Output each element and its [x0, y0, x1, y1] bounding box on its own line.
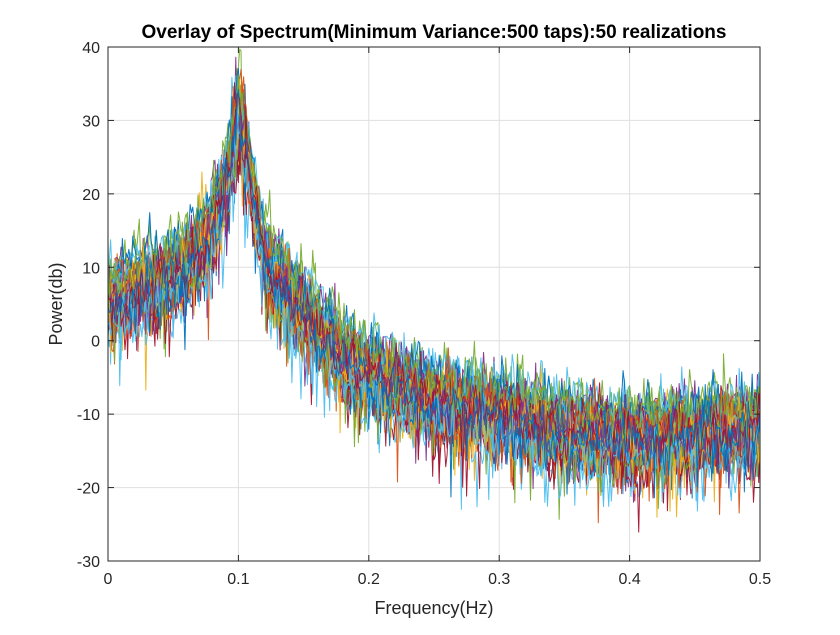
y-tick-label: -20	[77, 481, 100, 498]
realization-line-48	[107, 107, 761, 502]
y-tick-label: 30	[82, 113, 100, 130]
x-tick-label: 0.2	[358, 571, 380, 588]
y-tick-label: -10	[77, 407, 100, 424]
x-tick-label: 0	[104, 571, 113, 588]
x-tick-label: 0.4	[618, 571, 640, 588]
chart-title: Overlay of Spectrum(Minimum Variance:500…	[142, 22, 727, 43]
x-tick-label: 0.1	[227, 571, 249, 588]
series-group	[107, 48, 761, 533]
realization-line-33	[107, 68, 761, 468]
axes-box	[107, 46, 761, 562]
realization-line-47	[107, 75, 761, 486]
y-axis-label: Power(db)	[46, 262, 66, 345]
y-tick-label: 20	[82, 187, 100, 204]
ticks: 0 0.1 0.2 0.3 0.4 0.5 -30 -20 -10 0 10 20 30 40	[77, 40, 771, 588]
x-axis-label: Frequency(Hz)	[374, 598, 493, 618]
x-tick-label: 0.5	[749, 571, 771, 588]
y-tick-label: -30	[77, 554, 100, 571]
y-tick-label: 10	[82, 260, 100, 277]
x-tick-label: 0.3	[488, 571, 510, 588]
y-tick-label: 0	[91, 334, 100, 351]
realization-line-50	[107, 88, 761, 488]
y-tick-label: 40	[82, 40, 100, 57]
